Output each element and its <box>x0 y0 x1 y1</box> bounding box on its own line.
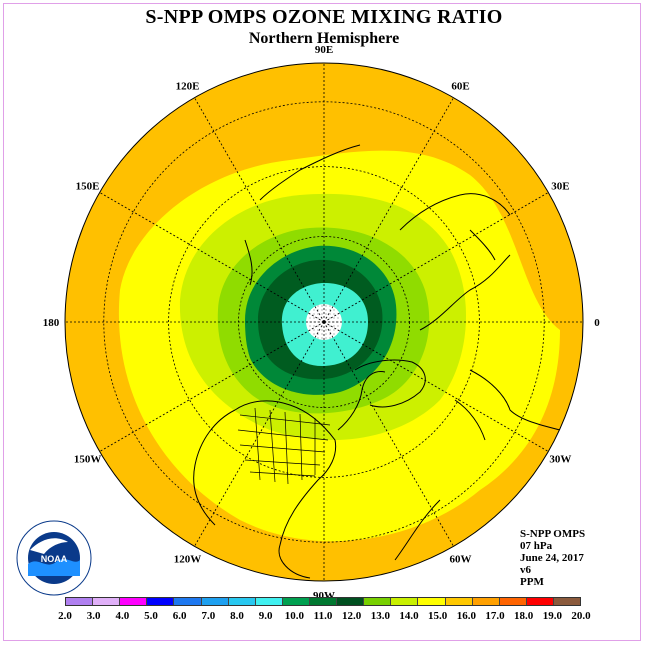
meridian-line <box>194 321 325 547</box>
state-lines-vertical <box>254 407 316 485</box>
color-scale-label: 14.0 <box>399 610 419 622</box>
meridian-line <box>194 97 325 323</box>
color-swatch <box>499 598 527 605</box>
color-scale-label: 17.0 <box>485 610 505 622</box>
greenland <box>354 359 426 408</box>
color-scale-label: 2.0 <box>58 610 72 622</box>
meta-level: 07 hPa <box>520 540 553 552</box>
kamchatka <box>244 239 253 286</box>
longitude-label: 150E <box>76 181 100 193</box>
color-scale-label: 19.0 <box>542 610 562 622</box>
noaa-logo: NOAA <box>16 520 92 596</box>
latitude-circle <box>238 236 410 408</box>
meta-units: PPM <box>520 576 544 588</box>
meridian-line <box>323 192 549 323</box>
color-scale-label: 5.0 <box>144 610 158 622</box>
color-swatch <box>66 598 94 605</box>
meridian-line <box>323 321 549 452</box>
color-scale-label: 11.0 <box>313 610 333 622</box>
color-swatch <box>282 598 310 605</box>
color-scale-label: 10.0 <box>284 610 304 622</box>
meridian-line <box>99 321 325 452</box>
longitude-label: 120W <box>174 553 202 565</box>
latitude-circle <box>168 166 480 478</box>
color-scale-label: 15.0 <box>428 610 448 622</box>
north-america-west-coast <box>193 409 236 526</box>
meridian-line <box>99 192 325 323</box>
figure-frame <box>3 3 641 641</box>
graticule <box>65 63 583 581</box>
meta-instrument: S-NPP OMPS <box>520 528 586 540</box>
longitude-label: 90E <box>315 44 333 56</box>
longitude-label: 180 <box>43 317 60 329</box>
iberia-coast <box>454 399 486 441</box>
color-swatch <box>472 598 500 605</box>
longitude-label: 30W <box>549 454 571 466</box>
meridian-line <box>323 97 454 323</box>
color-scale-label: 16.0 <box>456 610 476 622</box>
color-scale-label: 4.0 <box>115 610 130 622</box>
color-scale-label: 20.0 <box>571 610 591 622</box>
color-scale <box>65 597 581 606</box>
meridian-line <box>323 321 454 547</box>
color-scale-label: 9.0 <box>258 610 273 622</box>
color-swatch <box>445 598 473 605</box>
color-swatch <box>93 598 121 605</box>
color-scale-labels: 2.0 3.0 4.0 5.0 6.0 7.0 8.0 9.0 10.0 11.0 12.0 13.0… <box>46 610 602 624</box>
siberia-coast <box>399 193 511 231</box>
color-swatch <box>418 598 446 605</box>
norway-coast <box>469 229 496 261</box>
meta-version: v6 <box>520 564 531 576</box>
color-swatch <box>255 598 283 605</box>
longitude-label: 0 <box>594 317 600 329</box>
longitude-label: 120E <box>176 81 200 93</box>
europe-coast <box>419 254 511 331</box>
color-swatch <box>120 598 148 605</box>
meta-date: June 24, 2017 <box>520 552 584 564</box>
labrador-coast <box>337 371 386 431</box>
color-swatch <box>553 598 581 605</box>
color-scale-label: 8.0 <box>230 610 244 622</box>
longitude-label: 30E <box>551 181 569 193</box>
map-boundary <box>64 62 584 582</box>
us-state-grid <box>237 407 331 485</box>
color-swatch <box>337 598 365 605</box>
asia-east-coast <box>259 144 361 201</box>
color-swatch <box>526 598 554 605</box>
coastlines <box>193 144 561 579</box>
africa-north-coast <box>469 369 561 431</box>
longitude-label: 150W <box>74 454 102 466</box>
longitude-label: 60E <box>451 81 469 93</box>
color-swatch <box>147 598 175 605</box>
latitude-circle <box>103 101 545 543</box>
color-scale-label: 12.0 <box>342 610 362 622</box>
color-swatch <box>174 598 202 605</box>
south-america-north <box>394 499 441 561</box>
color-scale-label: 7.0 <box>201 610 216 622</box>
color-swatch <box>391 598 419 605</box>
color-swatch <box>364 598 392 605</box>
noaa-logo-text: NOAA <box>41 554 68 564</box>
color-scale-label: 6.0 <box>172 610 187 622</box>
north-america-east-coast <box>234 400 337 579</box>
color-swatch <box>309 598 338 605</box>
color-scale-label: 13.0 <box>370 610 390 622</box>
color-scale-label: 18.0 <box>514 610 534 622</box>
map-title: S-NPP OMPS OZONE MIXING RATIO <box>145 6 503 28</box>
ozone-field <box>65 63 583 581</box>
color-swatch <box>228 598 256 605</box>
color-swatch <box>201 598 229 605</box>
color-scale-label: 3.0 <box>86 610 101 622</box>
map-subtitle: Northern Hemisphere <box>248 30 400 47</box>
longitude-label: 60W <box>450 553 472 565</box>
